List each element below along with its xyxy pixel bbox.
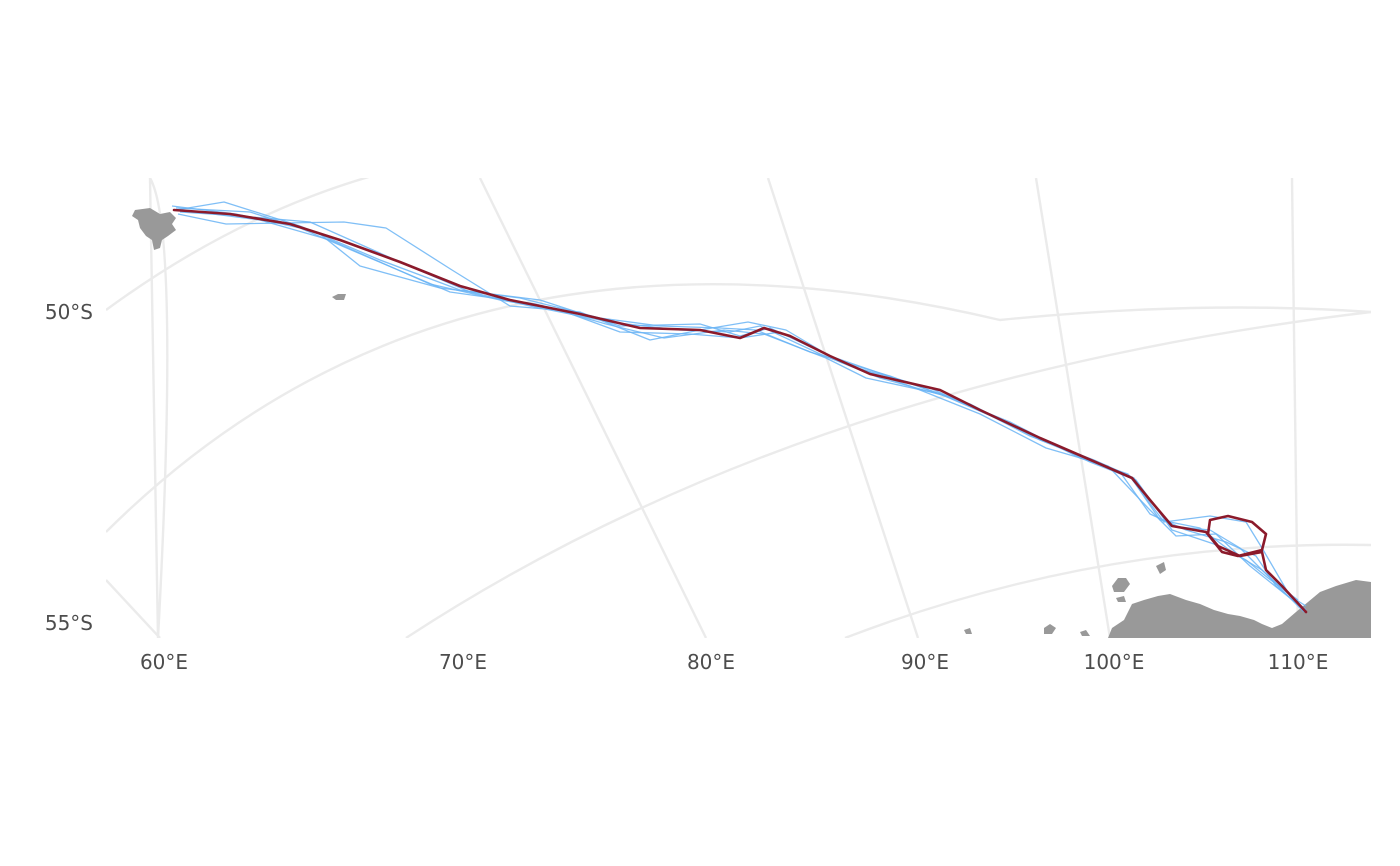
kerguelen-islands <box>132 208 176 250</box>
simulated-track <box>175 201 1305 613</box>
antarctic-coast <box>1108 580 1371 638</box>
antarctic-islet <box>1112 578 1130 592</box>
heard-island <box>332 294 346 300</box>
antarctic-islet <box>964 628 972 634</box>
simulated-track <box>171 205 1299 601</box>
antarctic-islet <box>1156 562 1166 574</box>
observed-track <box>172 208 1308 614</box>
simulated-track <box>177 213 1301 607</box>
antarctic-islet <box>1116 596 1126 602</box>
graticule-lon-line <box>148 178 169 638</box>
observed-track-group <box>172 208 1308 614</box>
simulated-track <box>181 209 1303 609</box>
y-tick-label: 50°S <box>45 300 93 324</box>
simulated-track <box>175 207 1307 607</box>
antarctic-islet <box>1044 624 1056 634</box>
antarctic-islet <box>1080 630 1090 636</box>
y-tick-label: 55°S <box>45 611 93 635</box>
x-tick-label: 90°E <box>901 650 949 674</box>
graticule-lon-line <box>1290 178 1300 638</box>
graticule-lat-line <box>405 310 1371 638</box>
graticule-lon-line <box>478 178 708 638</box>
simulated-tracks <box>171 201 1307 613</box>
y-axis-labels: 50°S 55°S <box>45 300 93 635</box>
graticule-lat-line <box>106 178 370 311</box>
graticule-lat-line <box>106 283 1371 533</box>
graticule-lon-line <box>766 178 920 638</box>
x-tick-label: 100°E <box>1084 650 1145 674</box>
x-tick-label: 70°E <box>439 650 487 674</box>
landmasses <box>132 208 1371 638</box>
x-tick-label: 60°E <box>140 650 188 674</box>
graticule <box>106 178 1371 638</box>
x-tick-label: 110°E <box>1268 650 1329 674</box>
simulated-track <box>179 211 1307 611</box>
graticule-lon-line <box>1034 178 1112 638</box>
x-axis-labels: 60°E 70°E 80°E 90°E 100°E 110°E <box>140 650 1328 674</box>
graticule-lon-line <box>106 579 161 638</box>
x-tick-label: 80°E <box>687 650 735 674</box>
